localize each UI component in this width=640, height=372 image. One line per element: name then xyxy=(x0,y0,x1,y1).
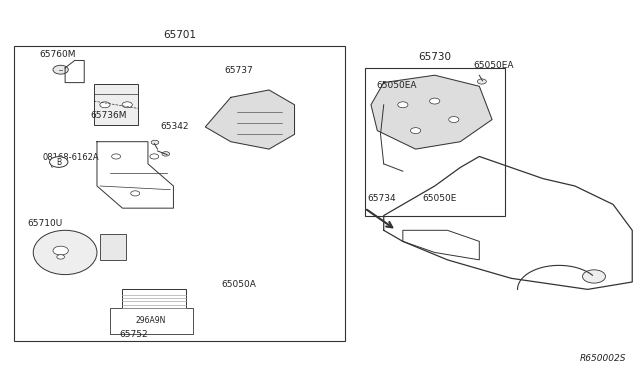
Circle shape xyxy=(53,246,68,255)
Text: B: B xyxy=(56,157,61,167)
Text: 65710U: 65710U xyxy=(27,219,62,228)
Text: (4): (4) xyxy=(49,160,61,169)
Text: 65737: 65737 xyxy=(225,66,253,75)
Circle shape xyxy=(477,79,486,84)
Text: R650002S: R650002S xyxy=(579,354,626,363)
Text: 65050E: 65050E xyxy=(422,193,456,203)
Polygon shape xyxy=(205,90,294,149)
Bar xyxy=(109,308,193,334)
Circle shape xyxy=(429,98,440,104)
Bar xyxy=(100,234,125,260)
Text: 65730: 65730 xyxy=(418,52,451,62)
Circle shape xyxy=(131,191,140,196)
Circle shape xyxy=(100,102,110,108)
Text: 65752: 65752 xyxy=(119,330,148,339)
Bar xyxy=(94,84,138,125)
Circle shape xyxy=(53,65,68,74)
Polygon shape xyxy=(371,75,492,149)
Text: 65050EA: 65050EA xyxy=(376,81,417,90)
Bar xyxy=(365,68,505,215)
Text: 65760M: 65760M xyxy=(40,49,76,59)
Circle shape xyxy=(111,154,120,159)
Text: 65701: 65701 xyxy=(163,30,196,40)
Circle shape xyxy=(122,102,132,108)
Ellipse shape xyxy=(33,230,97,275)
Text: 65342: 65342 xyxy=(161,122,189,131)
Circle shape xyxy=(449,116,459,122)
Text: 296A9N: 296A9N xyxy=(136,316,166,325)
Circle shape xyxy=(151,140,159,145)
Bar xyxy=(14,46,346,341)
Bar xyxy=(122,289,186,310)
Circle shape xyxy=(150,154,159,159)
Circle shape xyxy=(397,102,408,108)
Circle shape xyxy=(162,152,170,156)
Text: 65050A: 65050A xyxy=(221,280,256,289)
Text: 08168-6162A: 08168-6162A xyxy=(43,153,99,162)
Circle shape xyxy=(57,255,65,259)
Circle shape xyxy=(49,157,68,167)
Circle shape xyxy=(410,128,420,134)
Text: 65736M: 65736M xyxy=(91,110,127,119)
Text: 65050EA: 65050EA xyxy=(473,61,513,70)
Text: 65734: 65734 xyxy=(368,193,396,203)
Circle shape xyxy=(582,270,605,283)
